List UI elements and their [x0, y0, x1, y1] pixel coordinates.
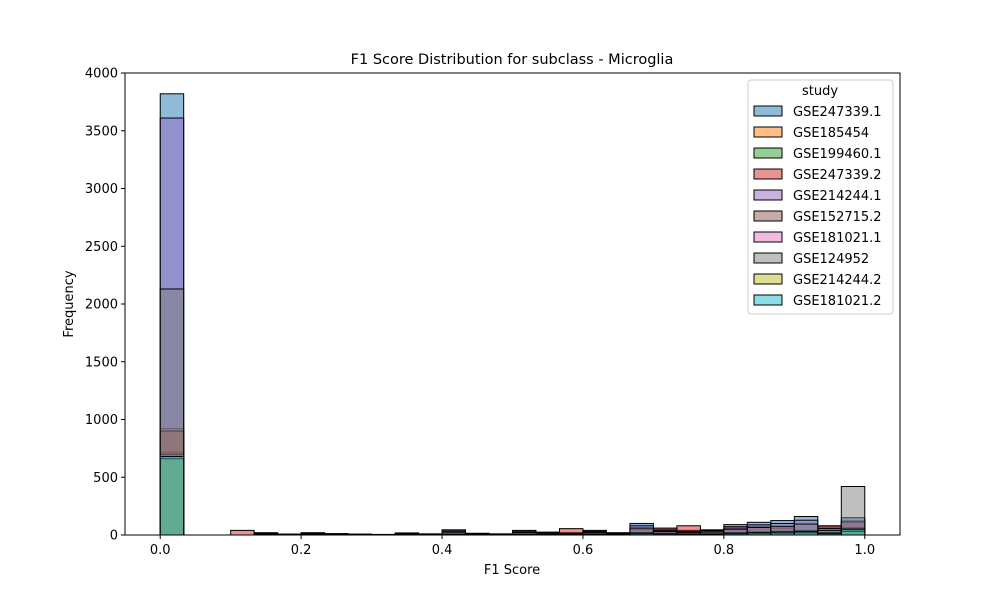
y-axis: 0 500 1000 1500 2000 2500 3000 3500 4000: [85, 67, 125, 544]
x-tick-label: 1.0: [854, 543, 875, 558]
legend-swatch-GSE181021.1: [753, 231, 783, 243]
y-tick-label: 4000: [85, 67, 118, 82]
y-tick-label: 2500: [85, 240, 118, 255]
y-tick-label: 1000: [85, 413, 118, 428]
x-tick-label: 0.0: [150, 543, 171, 558]
legend-label-GSE247339.2: GSE247339.2: [793, 168, 882, 183]
legend-swatch-GSE124952: [753, 252, 783, 264]
bar-GSE181021.2-bin-29: [840, 528, 866, 536]
legend-label-GSE185454: GSE185454: [793, 126, 869, 141]
y-tick-label: 2000: [85, 298, 118, 313]
x-tick-label: 0.6: [573, 543, 594, 558]
legend-label-GSE124952: GSE124952: [793, 252, 869, 267]
legend-label-GSE181021.2: GSE181021.2: [793, 294, 882, 309]
x-tick-label: 0.8: [714, 543, 735, 558]
legend: study GSE247339.1 GSE185454 GSE199460.1 GSE2…: [747, 79, 894, 315]
bar-GSE124952-bin-29: [840, 485, 866, 536]
bar-GSE247339.2-bin-3: [230, 529, 255, 536]
legend-label-GSE247339.1: GSE247339.1: [793, 105, 882, 120]
y-tick-label: 500: [93, 471, 118, 486]
y-axis-label: Frequency: [62, 270, 77, 337]
legend-label-GSE199460.1: GSE199460.1: [793, 147, 882, 162]
legend-swatch-GSE185454: [753, 126, 783, 138]
x-tick-label: 0.2: [291, 543, 312, 558]
legend-label-GSE181021.1: GSE181021.1: [793, 231, 882, 246]
legend-swatch-GSE214244.2: [753, 273, 783, 285]
legend-title: study: [802, 84, 838, 99]
x-axis-label: F1 Score: [484, 563, 540, 578]
chart-title: F1 Score Distribution for subclass - Mic…: [351, 52, 674, 68]
legend-label-GSE214244.1: GSE214244.1: [793, 189, 882, 204]
legend-swatch-GSE181021.2: [753, 294, 783, 306]
legend-swatch-GSE247339.1: [753, 105, 783, 117]
legend-label-GSE214244.2: GSE214244.2: [793, 273, 882, 288]
y-tick-label: 1500: [85, 355, 118, 370]
bar-GSE181021.2-bin-0: [159, 455, 185, 536]
x-tick-label: 0.4: [432, 543, 453, 558]
y-tick-label: 0: [110, 529, 118, 544]
x-axis: 0.0 0.2 0.4 0.6 0.8 1.0: [150, 535, 875, 558]
legend-swatch-GSE247339.2: [753, 168, 783, 180]
legend-box: [747, 79, 894, 315]
legend-swatch-GSE152715.2: [753, 210, 783, 222]
legend-label-GSE152715.2: GSE152715.2: [793, 210, 882, 225]
y-tick-label: 3500: [85, 124, 118, 139]
legend-swatch-GSE199460.1: [753, 147, 783, 159]
legend-swatch-GSE214244.1: [753, 189, 783, 201]
y-tick-label: 3000: [85, 182, 118, 197]
